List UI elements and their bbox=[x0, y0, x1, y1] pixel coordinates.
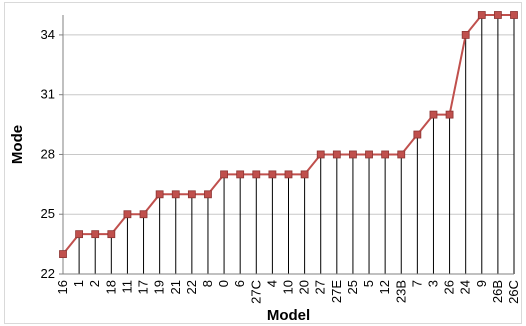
x-tick-label: 2 bbox=[87, 280, 102, 287]
data-point bbox=[349, 150, 357, 159]
x-tick-label: 10 bbox=[281, 280, 296, 294]
x-tick-label: 22 bbox=[184, 280, 199, 294]
x-tick-label: 25 bbox=[345, 280, 360, 294]
data-point bbox=[123, 210, 132, 219]
y-tick-label: 31 bbox=[41, 87, 55, 102]
x-tick-label: 6 bbox=[232, 280, 247, 287]
x-tick-label: 1 bbox=[71, 280, 86, 287]
x-tick-label: 8 bbox=[200, 280, 215, 287]
data-points bbox=[59, 11, 518, 258]
x-axis-title: Model bbox=[267, 307, 310, 324]
x-tick-label: 19 bbox=[152, 280, 167, 294]
y-tick-label: 22 bbox=[41, 266, 55, 281]
x-tick-label: 7 bbox=[409, 280, 424, 287]
data-point bbox=[445, 110, 454, 119]
data-point bbox=[155, 190, 164, 199]
data-point bbox=[381, 150, 390, 159]
data-point bbox=[397, 150, 406, 159]
y-axis-title: Mode bbox=[9, 125, 26, 164]
x-tick-label: 26C bbox=[506, 280, 521, 304]
x-tick-label: 27 bbox=[313, 280, 328, 294]
data-point bbox=[171, 190, 180, 199]
data-point bbox=[91, 230, 100, 239]
data-point bbox=[300, 170, 309, 179]
data-point bbox=[493, 11, 502, 19]
x-tick-label: 20 bbox=[297, 280, 312, 294]
x-tick-label: 18 bbox=[103, 280, 118, 294]
drop-lines bbox=[62, 15, 515, 274]
x-tick-label: 24 bbox=[458, 280, 473, 294]
y-tick-label: 25 bbox=[41, 206, 55, 221]
data-point bbox=[268, 170, 277, 179]
x-tick-label: 4 bbox=[264, 280, 279, 287]
data-point bbox=[107, 230, 116, 239]
data-point bbox=[429, 110, 438, 119]
axes bbox=[59, 15, 514, 275]
data-point bbox=[316, 150, 325, 159]
x-tick-label: 17 bbox=[136, 280, 151, 294]
data-point bbox=[461, 31, 470, 39]
data-point bbox=[236, 170, 245, 179]
data-point bbox=[59, 250, 67, 258]
data-point bbox=[284, 170, 293, 179]
x-tick-label: 5 bbox=[361, 280, 376, 287]
y-tick-label: 34 bbox=[41, 27, 55, 42]
y-tick-label: 28 bbox=[41, 146, 55, 161]
data-point bbox=[75, 230, 84, 239]
x-tick-label: 21 bbox=[168, 280, 183, 294]
x-tick-label: 26B bbox=[490, 280, 505, 303]
x-tick-labels: 16 1 2 18 11 17 19 21 22 8 0 6 27C 4 10 20 27 27E 25 5 12 23B… bbox=[55, 280, 521, 304]
x-tick-label: 27E bbox=[329, 280, 344, 303]
data-point bbox=[510, 11, 518, 19]
x-tick-label: 26 bbox=[442, 280, 457, 294]
x-tick-label: 12 bbox=[377, 280, 392, 294]
data-point bbox=[365, 150, 373, 159]
data-point bbox=[252, 170, 261, 179]
x-tick-label: 23B bbox=[393, 280, 408, 303]
data-point bbox=[332, 150, 341, 159]
chart-frame bbox=[4, 2, 522, 324]
data-point bbox=[477, 11, 486, 19]
data-point bbox=[187, 190, 196, 199]
x-tick-label: 0 bbox=[216, 280, 231, 287]
data-point bbox=[220, 170, 228, 179]
data-point bbox=[413, 130, 422, 139]
x-tick-label: 9 bbox=[474, 280, 489, 287]
y-tick-labels: 22 25 28 31 34 bbox=[41, 27, 55, 281]
x-tick-label: 16 bbox=[55, 280, 70, 294]
x-tick-label: 11 bbox=[119, 280, 134, 294]
data-point bbox=[139, 210, 148, 219]
x-tick-label: 3 bbox=[425, 280, 440, 287]
x-tick-label: 27C bbox=[248, 280, 263, 304]
data-point bbox=[204, 190, 212, 199]
